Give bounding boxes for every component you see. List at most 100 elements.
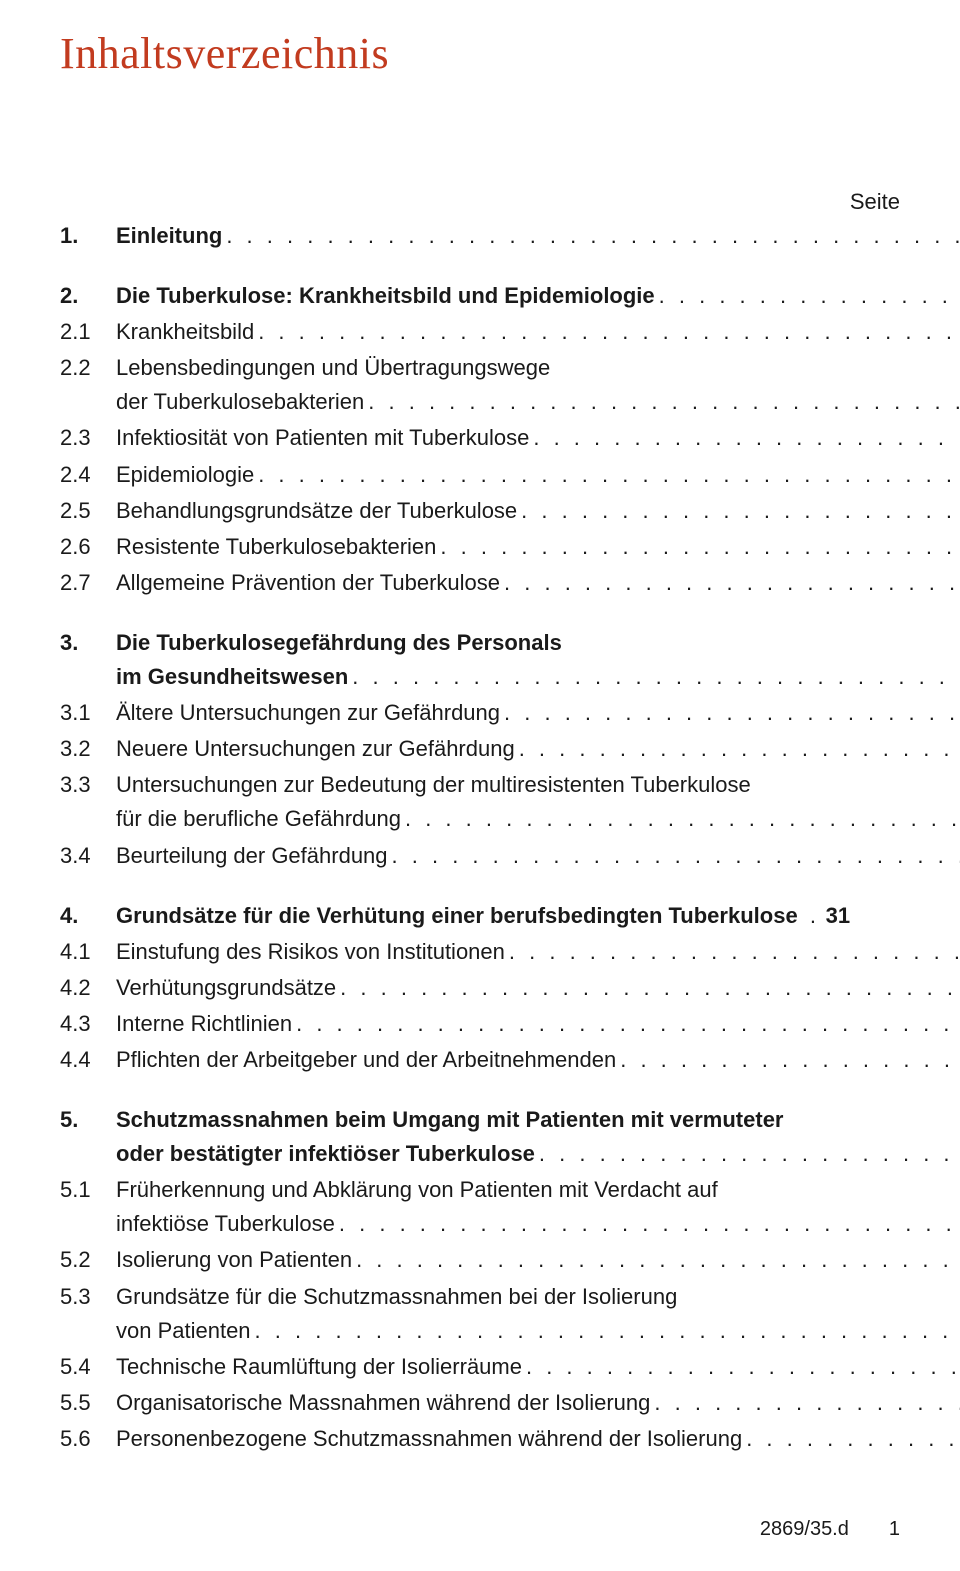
toc-entry-line: Isolierung von Patienten41 <box>116 1243 960 1277</box>
toc-entry-line: für die berufliche Gefährdung28 <box>116 802 960 836</box>
toc-entry-text: Isolierung von Patienten <box>116 1243 352 1277</box>
toc-leader <box>440 530 960 564</box>
toc-entry: 4.3Interne Richtlinien36 <box>60 1007 900 1041</box>
toc-entry-text: Infektiosität von Patienten mit Tuberkul… <box>116 421 529 455</box>
toc-entry-line: Infektiosität von Patienten mit Tuberkul… <box>116 421 960 455</box>
toc-entry: 3.3Untersuchungen zur Bedeutung der mult… <box>60 768 900 836</box>
toc-entry-number: 5.6 <box>60 1422 116 1456</box>
toc-entry-line: Lebensbedingungen und Übertragungswege <box>116 351 960 385</box>
toc-entry-body: Infektiosität von Patienten mit Tuberkul… <box>116 421 960 455</box>
toc-entry-body: Lebensbedingungen und Übertragungswegede… <box>116 351 960 419</box>
toc-entry-body: Behandlungsgrundsätze der Tuberkulose21 <box>116 494 960 528</box>
toc-entry-body: Einstufung des Risikos von Institutionen… <box>116 935 960 969</box>
toc-entry-text: Einstufung des Risikos von Institutionen <box>116 935 505 969</box>
toc-leader <box>746 1422 960 1456</box>
toc-entry-number: 5. <box>60 1103 116 1137</box>
toc-entry: 4.Grundsätze für die Verhütung einer ber… <box>60 899 900 933</box>
toc-entry-text: Allgemeine Prävention der Tuberkulose <box>116 566 500 600</box>
toc-entry-body: Die Tuberkulosegefährdung des Personalsi… <box>116 626 960 694</box>
toc-leader <box>519 732 960 766</box>
toc-leader <box>509 935 960 969</box>
toc-entry-text: der Tuberkulosebakterien <box>116 385 364 419</box>
toc-entry-line: der Tuberkulosebakterien10 <box>116 385 960 419</box>
toc-entry-line: von Patienten43 <box>116 1314 960 1348</box>
toc-entry-number: 2.6 <box>60 530 116 564</box>
toc-section-gap <box>60 255 900 279</box>
toc-entry-number: 3.4 <box>60 839 116 873</box>
toc-entry-number: 2.5 <box>60 494 116 528</box>
toc-entry-body: Schutzmassnahmen beim Umgang mit Patient… <box>116 1103 960 1171</box>
toc-entry-number: 3. <box>60 626 116 660</box>
toc-leader <box>504 696 960 730</box>
toc-leader <box>405 802 960 836</box>
toc-leader <box>352 660 960 694</box>
toc-leader <box>226 219 960 253</box>
toc-entry: 2.4Epidemiologie16 <box>60 458 900 492</box>
toc-entry-line: Interne Richtlinien36 <box>116 1007 960 1041</box>
toc-entry-text: Personenbezogene Schutzmassnahmen währen… <box>116 1422 742 1456</box>
toc-leader <box>258 315 960 349</box>
toc-entry: 5.3Grundsätze für die Schutzmassnahmen b… <box>60 1280 900 1348</box>
toc-entry-text: Lebensbedingungen und Übertragungswege <box>116 351 550 385</box>
toc-entry-text: Verhütungsgrundsätze <box>116 971 336 1005</box>
toc-entry: 3.Die Tuberkulosegefährdung des Personal… <box>60 626 900 694</box>
toc-entry-line: oder bestätigter infektiöser Tuberkulose… <box>116 1137 960 1171</box>
toc-entry-text: Die Tuberkulose: Krankheitsbild und Epid… <box>116 279 655 313</box>
toc-entry-text: im Gesundheitswesen <box>116 660 348 694</box>
toc-entry-body: Die Tuberkulose: Krankheitsbild und Epid… <box>116 279 960 313</box>
toc-entry-text: Interne Richtlinien <box>116 1007 292 1041</box>
toc-section-gap <box>60 1079 900 1103</box>
toc-entry-text: Beurteilung der Gefährdung <box>116 839 388 873</box>
toc-entry: 5.2Isolierung von Patienten41 <box>60 1243 900 1277</box>
toc-entry-number: 2. <box>60 279 116 313</box>
toc-entry-text: Schutzmassnahmen beim Umgang mit Patient… <box>116 1103 784 1137</box>
toc-entry-body: Krankheitsbild5 <box>116 315 960 349</box>
toc-entry-text: Einleitung <box>116 219 222 253</box>
toc-entry-number: 4.2 <box>60 971 116 1005</box>
toc-leader <box>539 1137 960 1171</box>
toc-entry-body: Personenbezogene Schutzmassnahmen währen… <box>116 1422 960 1456</box>
toc-entry: 5.1Früherkennung und Abklärung von Patie… <box>60 1173 900 1241</box>
toc-entry-line: im Gesundheitswesen25 <box>116 660 960 694</box>
toc-entry-number: 5.1 <box>60 1173 116 1207</box>
toc-entry-line: Organisatorische Massnahmen während der … <box>116 1386 960 1420</box>
toc-entry-line: Technische Raumlüftung der Isolierräume4… <box>116 1350 960 1384</box>
toc-leader-short: . <box>798 899 822 933</box>
toc-entry-text: von Patienten <box>116 1314 251 1348</box>
toc-entry: 2.6Resistente Tuberkulosebakterien22 <box>60 530 900 564</box>
toc-entry: 4.2Verhütungsgrundsätze34 <box>60 971 900 1005</box>
toc-entry-line: Untersuchungen zur Bedeutung der multire… <box>116 768 960 802</box>
toc-entry-line: Allgemeine Prävention der Tuberkulose23 <box>116 566 960 600</box>
toc-entry-line: Neuere Untersuchungen zur Gefährdung25 <box>116 732 960 766</box>
toc-entry-line: Krankheitsbild5 <box>116 315 960 349</box>
toc-entry: 5.5Organisatorische Massnahmen während d… <box>60 1386 900 1420</box>
toc-entry: 3.4Beurteilung der Gefährdung29 <box>60 839 900 873</box>
toc-entry-text: Grundsätze für die Schutzmassnahmen bei … <box>116 1280 677 1314</box>
toc-entry-line: Resistente Tuberkulosebakterien22 <box>116 530 960 564</box>
toc-leader <box>255 1314 960 1348</box>
toc-entry-text: infektiöse Tuberkulose <box>116 1207 335 1241</box>
toc-entry: 2.3Infektiosität von Patienten mit Tuber… <box>60 421 900 455</box>
document-title: Inhaltsverzeichnis <box>60 28 900 79</box>
toc-entry-number: 4.1 <box>60 935 116 969</box>
toc-entry-number: 3.1 <box>60 696 116 730</box>
page-footer: 2869/35.d 1 <box>760 1518 900 1541</box>
toc-entry-line: Die Tuberkulose: Krankheitsbild und Epid… <box>116 279 960 313</box>
toc-entry-body: Früherkennung und Abklärung von Patiente… <box>116 1173 960 1241</box>
toc-entry-line: Verhütungsgrundsätze34 <box>116 971 960 1005</box>
toc-entry: 4.1Einstufung des Risikos von Institutio… <box>60 935 900 969</box>
toc-leader <box>258 458 960 492</box>
toc-entry: 3.2Neuere Untersuchungen zur Gefährdung2… <box>60 732 900 766</box>
toc-entry: 2.7Allgemeine Prävention der Tuberkulose… <box>60 566 900 600</box>
toc-entry-text: Früherkennung und Abklärung von Patiente… <box>116 1173 718 1207</box>
toc-entry-text: Behandlungsgrundsätze der Tuberkulose <box>116 494 517 528</box>
toc-leader <box>356 1243 960 1277</box>
toc-entry-line: Behandlungsgrundsätze der Tuberkulose21 <box>116 494 960 528</box>
toc-entry: 5.4Technische Raumlüftung der Isolierräu… <box>60 1350 900 1384</box>
toc-entry: 1.Einleitung3 <box>60 219 900 253</box>
toc-leader <box>368 385 960 419</box>
toc-entry: 2.2Lebensbedingungen und Übertragungsweg… <box>60 351 900 419</box>
toc-entry-line: Pflichten der Arbeitgeber und der Arbeit… <box>116 1043 960 1077</box>
doc-ref: 2869/35.d <box>760 1518 849 1541</box>
toc-entry-text: Organisatorische Massnahmen während der … <box>116 1386 650 1420</box>
